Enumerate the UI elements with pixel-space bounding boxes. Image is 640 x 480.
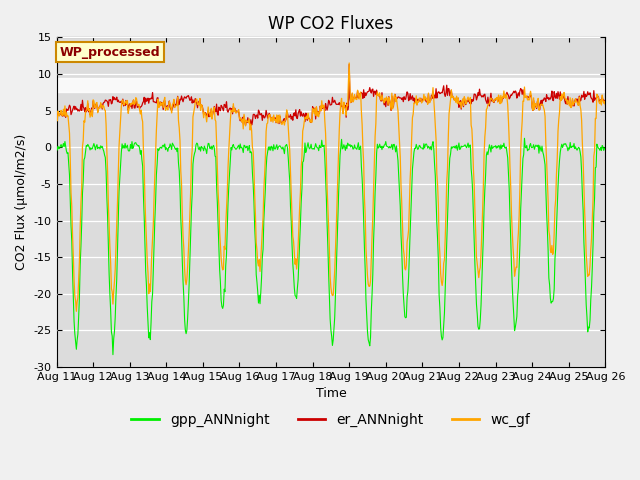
- Y-axis label: CO2 Flux (μmol/m2/s): CO2 Flux (μmol/m2/s): [15, 134, 28, 270]
- gpp_ANNnight: [174, 145, 182, 151]
- er_ANNnight: [323, 107, 331, 113]
- gpp_ANNnight: [431, 161, 438, 167]
- er_ANNnight: [378, 98, 385, 104]
- gpp_ANNnight: [323, 221, 331, 227]
- gpp_ANNnight: [552, 225, 560, 231]
- wc_gf: [378, 97, 385, 103]
- Line: gpp_ANNnight: gpp_ANNnight: [56, 138, 605, 355]
- er_ANNnight: [52, 116, 60, 121]
- er_ANNnight: [196, 104, 204, 109]
- wc_gf: [323, 184, 331, 190]
- er_ANNnight: [552, 91, 560, 96]
- Bar: [56, 78, 605, 92]
- wc_gf: [52, 116, 60, 121]
- wc_gf: [602, 102, 609, 108]
- er_ANNnight: [173, 98, 180, 104]
- Legend: gpp_ANNnight, er_ANNnight, wc_gf: gpp_ANNnight, er_ANNnight, wc_gf: [126, 407, 536, 432]
- wc_gf: [346, 60, 353, 66]
- gpp_ANNnight: [52, 144, 60, 150]
- gpp_ANNnight: [520, 135, 528, 141]
- Title: WP CO2 Fluxes: WP CO2 Fluxes: [268, 15, 394, 33]
- gpp_ANNnight: [109, 352, 116, 358]
- er_ANNnight: [602, 100, 609, 106]
- wc_gf: [431, 124, 439, 130]
- Line: er_ANNnight: er_ANNnight: [56, 64, 605, 125]
- er_ANNnight: [431, 95, 439, 101]
- gpp_ANNnight: [376, 144, 384, 150]
- wc_gf: [72, 309, 80, 314]
- wc_gf: [174, 94, 182, 100]
- Line: wc_gf: wc_gf: [56, 63, 605, 312]
- er_ANNnight: [242, 122, 250, 128]
- gpp_ANNnight: [198, 144, 205, 149]
- X-axis label: Time: Time: [316, 387, 346, 400]
- gpp_ANNnight: [602, 146, 609, 152]
- er_ANNnight: [346, 61, 353, 67]
- wc_gf: [198, 102, 205, 108]
- Text: WP_processed: WP_processed: [60, 46, 160, 59]
- wc_gf: [552, 171, 560, 177]
